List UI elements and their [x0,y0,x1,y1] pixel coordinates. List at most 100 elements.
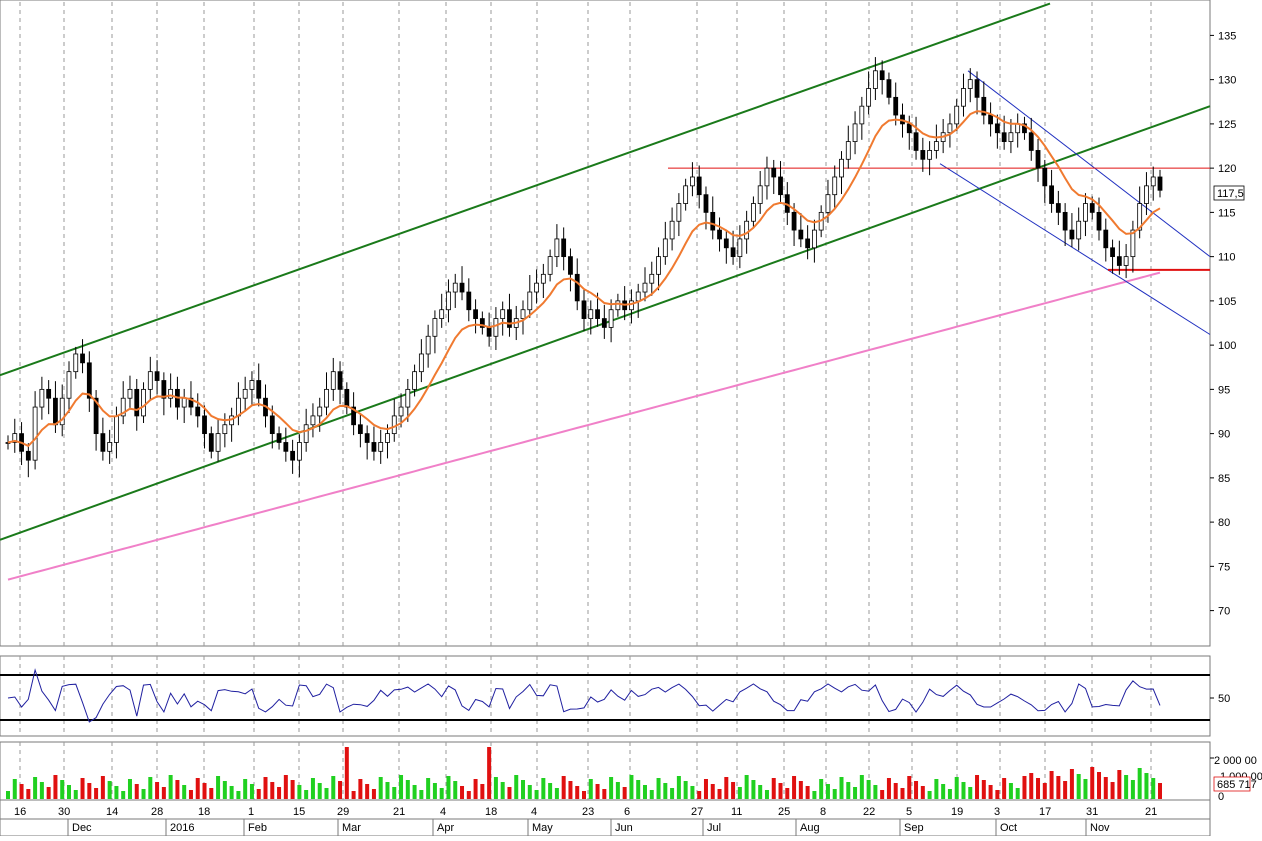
volume-bar [399,775,404,799]
candle-body [988,114,993,125]
candle-body [1157,176,1163,191]
volume-bar [263,777,268,799]
x-day-tick: 28 [151,806,163,818]
x-day-tick: 23 [582,806,594,818]
x-month-tick: Apr [437,822,454,834]
volume-bar [249,784,254,799]
candle-body [507,309,512,328]
candle-body [1055,203,1061,213]
volume-tick-top: 2 000 00 [1214,755,1257,767]
volume-bar [209,788,214,799]
candle-body [886,79,892,98]
x-day-tick: 5 [906,806,912,818]
volume-bar [1042,783,1047,799]
volume-bar [297,785,302,799]
x-day-tick: 22 [863,806,875,818]
volume-bar [73,790,78,799]
candle-body [466,291,472,311]
x-day-tick: 31 [1086,806,1098,818]
volume-bar [595,784,600,799]
candle-body [418,353,424,373]
candle-body [527,291,533,311]
x-day-tick: 21 [1145,806,1157,818]
candle-body [405,388,411,408]
candle-body [927,150,932,160]
volume-bar [676,776,681,799]
candle-body [351,406,357,426]
oscillator-tick-50: 50 [1218,693,1230,705]
candle-body [1144,185,1149,204]
candle-body [961,88,966,107]
x-day-tick: 4 [440,806,446,818]
candle-body [127,388,133,399]
candle-body [866,88,872,107]
candle-body [486,327,492,337]
candle-body [656,256,661,275]
candle-body [195,406,201,417]
candle-body [1089,203,1095,213]
candle-body [1062,211,1068,231]
volume-bar [582,791,586,799]
candle-body [839,158,844,178]
x-month-tick: Mar [342,822,361,834]
volume-bar [473,779,478,799]
candle-body [39,388,45,408]
candle-body [974,79,980,98]
candle-body [107,442,113,452]
x-day-tick: 18 [485,806,497,818]
candle-body [676,203,682,222]
candle-body [249,380,255,390]
candle-body [459,282,465,293]
y-tick-label: 80 [1218,517,1230,529]
volume-bar [195,778,200,799]
volume-bar [182,785,187,799]
volume-bar [947,789,952,799]
volume-bar [168,775,173,799]
candle-body [832,176,838,196]
volume-bar [317,783,322,799]
volume-bar [270,782,275,799]
candle-body [696,176,702,196]
volume-plot [6,747,1214,799]
candle-body [981,96,987,116]
volume-bar [161,787,166,799]
candle-body [595,309,600,319]
candle-body [290,450,296,461]
candle-body [994,123,1000,134]
volume-bar [778,783,783,799]
x-day-tick: 4 [531,806,537,818]
candle-body [812,229,817,249]
volume-bar [1151,778,1156,799]
volume-bar [1110,782,1115,799]
y-tick-label: 120 [1218,163,1236,175]
volume-bar [87,783,92,799]
y-tick-label: 95 [1218,384,1230,396]
candle-body [683,185,689,204]
candle-body [147,371,153,390]
volume-bar [873,785,878,799]
last-volume-box [1213,776,1251,792]
volume-bar [426,778,431,799]
candle-body [893,96,899,116]
volume-bar [283,775,288,799]
volume-bar [412,785,417,799]
candle-body [1049,185,1054,204]
volume-bar [710,784,715,799]
volume-bar [914,781,919,799]
x-month-tick: Nov [1090,822,1110,834]
candle-body [1116,256,1122,266]
volume-bar [737,787,742,799]
x-day-tick: 21 [393,806,405,818]
volume-bar [1137,768,1142,799]
candle-body [744,220,750,240]
candle-body [730,247,736,258]
candle-body [1096,211,1102,231]
downtrend-upper-line [967,70,1211,258]
candle-body [317,406,323,417]
candle-body [134,388,140,417]
volume-bar [94,788,99,799]
candle-body [805,238,811,249]
candle-body [120,397,126,417]
volume-bar [53,775,58,799]
last-price-label: 117,5 [1217,188,1244,200]
